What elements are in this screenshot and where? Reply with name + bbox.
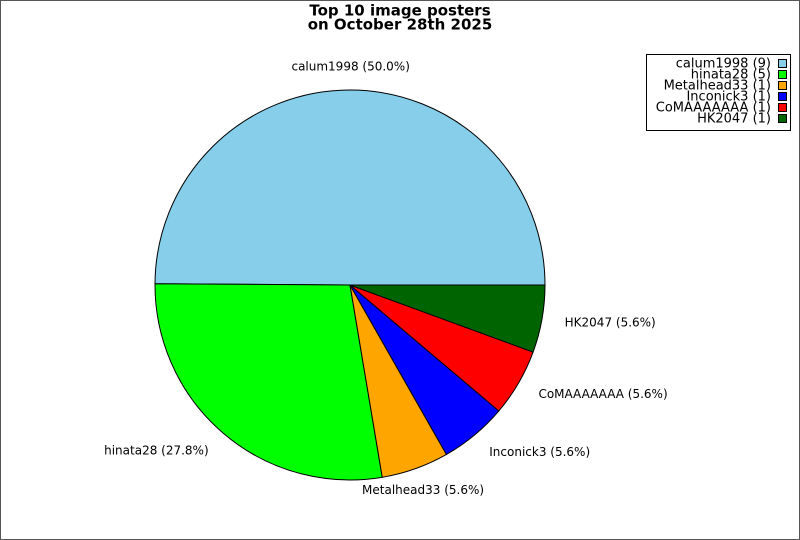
legend-swatch (778, 70, 787, 79)
legend: calum1998 (9)hinata28 (5)Metalhead33 (1)… (646, 54, 791, 131)
pie-slice (154, 283, 383, 481)
pie-slice (349, 284, 546, 353)
slice-label: HK2047 (5.6%) (565, 316, 656, 330)
pie-slice (154, 89, 546, 286)
chart-title: on October 28th 2025 (308, 16, 493, 34)
legend-label: CoMAAAAAAA (1) (656, 101, 771, 116)
legend-swatch (778, 103, 787, 112)
chart-title: Top 10 image posters (309, 2, 490, 20)
legend-swatch (778, 59, 787, 68)
slice-label: Metalhead33 (5.6%) (362, 483, 484, 497)
legend-label: Metalhead33 (1) (664, 79, 771, 94)
slice-label: CoMAAAAAAA (5.6%) (538, 387, 667, 401)
legend-label: calum1998 (9) (676, 57, 771, 72)
legend-label: hinata28 (5) (691, 68, 771, 83)
legend-box (646, 54, 791, 131)
legend-label: HK2047 (1) (697, 112, 771, 127)
legend-label: Inconick3 (1) (686, 90, 771, 105)
slice-label: calum1998 (50.0%) (291, 60, 409, 74)
legend-swatch (778, 81, 787, 90)
legend-swatch (778, 92, 787, 101)
slice-label: Inconick3 (5.6%) (489, 445, 590, 459)
legend-swatch (778, 114, 787, 123)
slice-label: hinata28 (27.8%) (104, 443, 209, 457)
